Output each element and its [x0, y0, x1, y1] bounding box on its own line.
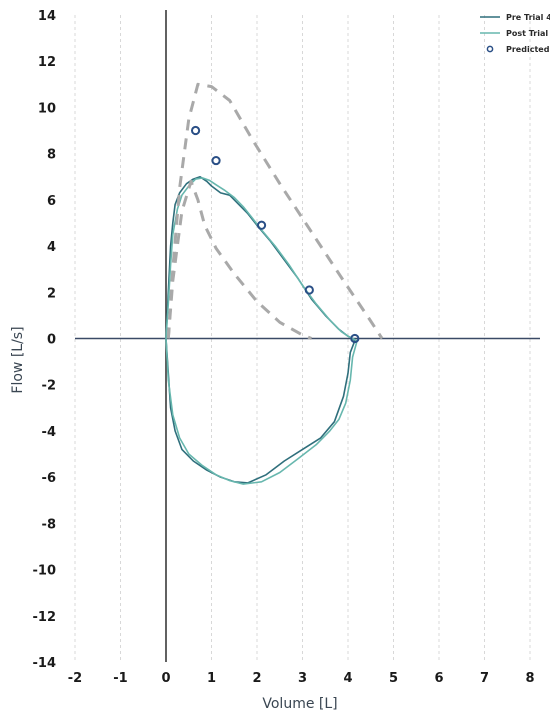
y-tick-label: 12 [38, 55, 56, 70]
x-tick-label: -1 [113, 671, 127, 686]
y-tick-label: -2 [42, 379, 56, 394]
y-tick-label: 4 [47, 240, 56, 255]
y-tick-label: -4 [42, 425, 56, 440]
x-tick-label: 8 [525, 671, 534, 686]
y-tick-label: -8 [42, 517, 56, 532]
predicted-point [256, 220, 267, 230]
y-tick-label: 2 [47, 286, 56, 301]
y-tick-label: 6 [47, 194, 56, 209]
x-axis-label: Volume [L] [262, 696, 337, 712]
x-tick-label: 3 [298, 671, 307, 686]
y-tick-label: 10 [38, 101, 56, 116]
reference-dashed-line [166, 179, 313, 340]
y-tick-label: -6 [42, 471, 56, 486]
series-line [165, 177, 358, 485]
y-tick-label: 14 [38, 9, 56, 24]
legend: Pre Trial 4 Post Trial 1 Predicted [480, 13, 550, 54]
predicted-point [304, 285, 314, 295]
x-tick-label: 6 [434, 671, 443, 686]
x-tick-label: 7 [480, 671, 489, 686]
x-tick-label: 2 [252, 671, 261, 686]
legend-label: Predicted [506, 45, 550, 54]
tick-labels: -2 -1 0 1 2 3 4 5 6 7 8-14-12-10-8-6-4-20246810121… [33, 9, 535, 686]
axes [75, 10, 540, 662]
x-tick-label: 4 [343, 671, 352, 686]
predicted-point [211, 155, 221, 166]
data-series [165, 82, 384, 485]
legend-label: Post Trial 1 [506, 29, 550, 38]
legend-label: Pre Trial 4 [506, 13, 550, 22]
y-tick-label: -10 [33, 564, 57, 579]
y-tick-label: -12 [33, 610, 57, 625]
predicted-point [350, 333, 360, 344]
x-tick-label: -2 [68, 671, 82, 686]
x-tick-label: 0 [161, 671, 170, 686]
reference-dashed-line [166, 82, 384, 340]
predicted-point [190, 125, 201, 136]
y-axis-label: Flow [L/s] [10, 326, 26, 393]
x-tick-label: 1 [207, 671, 216, 686]
legend-marker [486, 45, 494, 53]
y-tick-label: 0 [47, 333, 56, 348]
x-tick-label: 5 [389, 671, 398, 686]
y-tick-label: 8 [47, 148, 56, 163]
y-tick-label: -14 [33, 656, 57, 671]
